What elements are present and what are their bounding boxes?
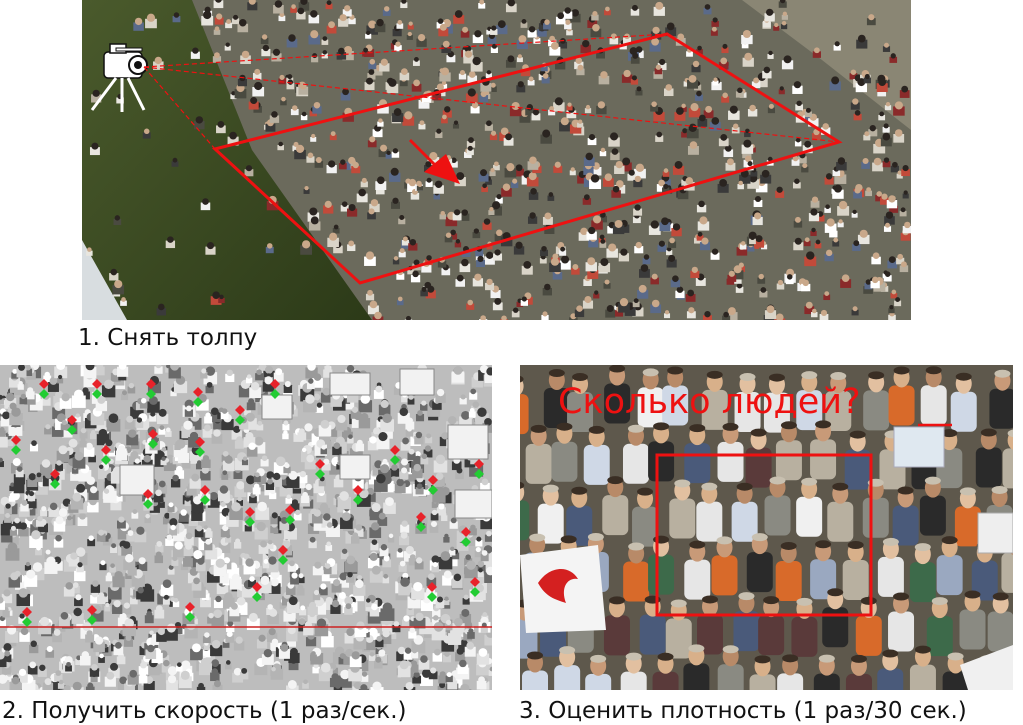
density-scene [520,365,1013,690]
counting-box [655,453,873,617]
density-panel: Сколько людей? [520,365,1013,690]
path-corner [82,240,127,320]
flow-speed-scene [0,365,492,690]
people-count-question: Сколько людей? [558,382,861,422]
sign-board [893,426,1013,554]
step-1-caption: 1. Снять толпу [78,325,258,351]
step-3-caption: 3. Оценить плотность (1 раз/30 сек.) [519,698,967,724]
camera-icon [90,43,148,112]
camera-view-lines [143,33,840,150]
flag-right [960,645,1013,690]
embankment [742,0,911,130]
crowd-photo-panel [82,0,911,320]
flow-direction-arrow [408,138,460,184]
step-2-caption: 2. Получить скорость (1 раз/сек.) [2,698,407,724]
crowd-photo-scene [82,0,911,320]
monitored-region-outline [211,32,843,285]
flag [520,545,606,633]
crowd-heads [86,0,911,320]
flow-speed-panel [0,365,492,690]
flow-markers [11,379,484,627]
